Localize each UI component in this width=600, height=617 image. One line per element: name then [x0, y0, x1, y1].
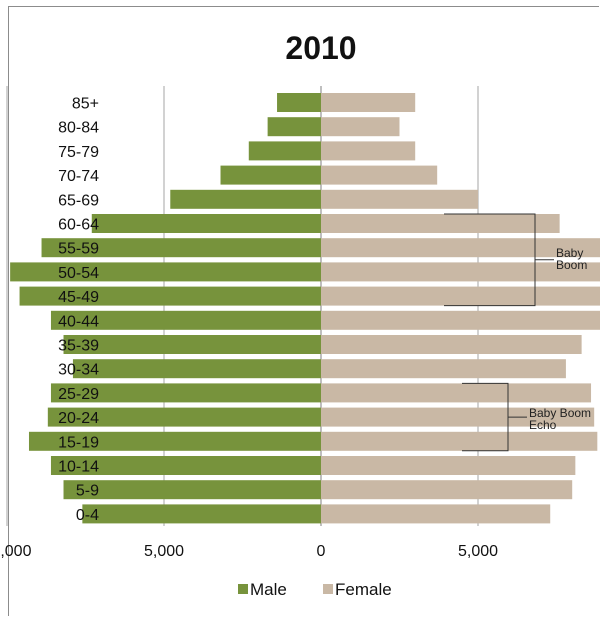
y-tick-label: 10-14	[58, 459, 99, 476]
bar-male-20-24	[47, 407, 321, 427]
y-tick-label: 80-84	[58, 120, 99, 137]
bar-female-35-39	[321, 335, 582, 354]
y-tick-label: 5-9	[76, 483, 99, 500]
legend-swatch-male	[238, 584, 248, 594]
bar-male-10-14	[50, 456, 322, 475]
y-tick-label: 55-59	[58, 241, 99, 258]
bar-male-70-74	[220, 165, 321, 185]
bar-male-60-64	[91, 214, 321, 233]
bar-male-50-54	[10, 262, 321, 282]
y-tick-label: 30-34	[58, 362, 99, 379]
bar-female-10-14	[321, 456, 576, 475]
bar-female-45-49	[321, 286, 600, 306]
bar-female-65-69	[321, 189, 478, 209]
y-tick-label: 40-44	[58, 313, 99, 330]
bar-male-85	[277, 93, 321, 112]
y-tick-label: 60-64	[58, 217, 99, 234]
x-tick-label: 5,000	[458, 543, 498, 560]
x-tick-label: 5,000	[144, 543, 184, 560]
bar-female-85	[321, 93, 416, 112]
y-tick-label: 70-74	[58, 168, 99, 185]
bar-female-60-64	[321, 214, 560, 233]
bar-female-40-44	[321, 310, 600, 330]
legend-swatch-female	[323, 584, 333, 594]
bar-female-70-74	[321, 165, 438, 185]
bar-male-0-4	[82, 504, 321, 524]
bar-female-0-4	[321, 504, 551, 524]
bar-male-5-9	[63, 480, 322, 500]
bar-female-30-34	[321, 359, 566, 379]
bar-male-45-49	[19, 286, 322, 306]
bar-female-75-79	[321, 141, 416, 161]
bar-female-5-9	[321, 480, 573, 500]
bar-female-80-84	[321, 117, 400, 137]
x-tick-label: 0	[317, 543, 326, 560]
annotation-label: Baby Boom	[529, 406, 591, 420]
bar-male-30-34	[72, 359, 321, 379]
annotation-label: Boom	[556, 258, 587, 272]
legend-label-female: Female	[335, 580, 392, 599]
chart-title: 2010	[285, 30, 356, 66]
y-tick-label: 65-69	[58, 192, 99, 209]
x-tick-label: 10,000	[0, 543, 32, 560]
bar-female-50-54	[321, 262, 600, 282]
bar-male-25-29	[50, 383, 322, 403]
y-tick-label: 25-29	[58, 386, 99, 403]
y-tick-label: 50-54	[58, 265, 99, 282]
chart-frame	[8, 6, 599, 616]
y-tick-label: 85+	[72, 96, 99, 113]
bar-female-55-59	[321, 238, 600, 258]
bar-female-20-24	[321, 407, 595, 427]
bar-male-40-44	[50, 310, 322, 330]
bar-male-15-19	[28, 431, 321, 451]
bars	[10, 93, 600, 524]
annotation-label: Baby	[556, 246, 583, 260]
bar-female-25-29	[321, 383, 592, 403]
y-axis-labels: 85+ 80-84 75-79 70-74 65-69 60-64 55-59 50-54 45…	[58, 96, 99, 524]
y-tick-label: 45-49	[58, 289, 99, 306]
legend: Male Female	[238, 580, 392, 599]
bar-male-35-39	[63, 335, 322, 354]
y-tick-label: 35-39	[58, 338, 99, 355]
y-tick-label: 15-19	[58, 434, 99, 451]
bar-male-80-84	[267, 117, 321, 137]
bar-male-65-69	[170, 189, 321, 209]
y-tick-label: 20-24	[58, 410, 99, 427]
annotation-label: Echo	[529, 418, 557, 432]
y-tick-label: 75-79	[58, 144, 99, 161]
bar-male-55-59	[41, 238, 321, 258]
bar-male-75-79	[248, 141, 321, 161]
bar-female-15-19	[321, 431, 598, 451]
y-tick-label: 0-4	[76, 507, 99, 524]
legend-label-male: Male	[250, 580, 287, 599]
